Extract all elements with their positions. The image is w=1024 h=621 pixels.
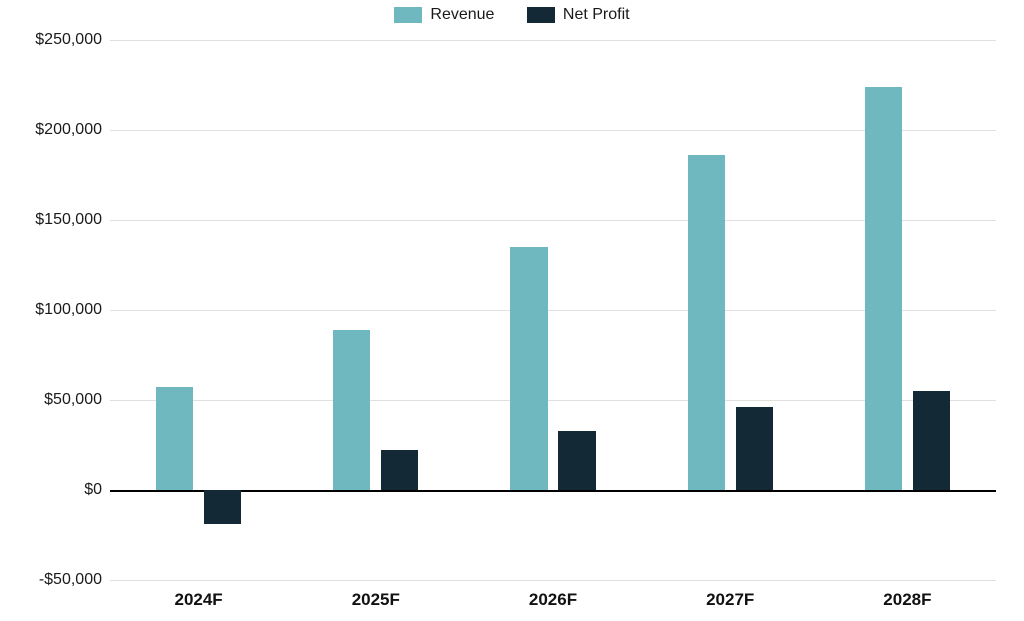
- revenue-net-profit-chart: Revenue Net Profit -$50,000 $0 $50,000 $100…: [0, 0, 1024, 621]
- x-tick-label: 2026F: [529, 590, 577, 610]
- bar-net-profit: [736, 407, 773, 490]
- y-tick-label: $200,000: [35, 121, 102, 139]
- legend-item-net-profit: Net Profit: [527, 6, 630, 24]
- bar-net-profit: [204, 490, 241, 524]
- zero-line: [110, 490, 996, 492]
- x-tick-label: 2027F: [706, 590, 754, 610]
- bar-revenue: [688, 155, 725, 490]
- x-tick-label: 2025F: [352, 590, 400, 610]
- bar-net-profit: [913, 391, 950, 490]
- legend-label-net-profit: Net Profit: [563, 6, 630, 24]
- bar-revenue: [156, 387, 193, 490]
- bar-revenue: [865, 87, 902, 490]
- plot-area: [110, 40, 996, 580]
- bar-revenue: [333, 330, 370, 490]
- y-tick-label: $0: [84, 481, 102, 499]
- bar-net-profit: [381, 450, 418, 490]
- legend-label-revenue: Revenue: [430, 6, 494, 24]
- bar-net-profit: [558, 431, 595, 490]
- gridline: [110, 310, 996, 311]
- x-tick-label: 2028F: [883, 590, 931, 610]
- gridline: [110, 400, 996, 401]
- y-tick-label: $150,000: [35, 211, 102, 229]
- gridline: [110, 580, 996, 581]
- y-tick-label: $250,000: [35, 31, 102, 49]
- y-tick-label: -$50,000: [39, 571, 102, 589]
- gridline: [110, 130, 996, 131]
- y-tick-label: $100,000: [35, 301, 102, 319]
- gridline: [110, 40, 996, 41]
- legend-item-revenue: Revenue: [394, 6, 494, 24]
- legend-swatch-revenue: [394, 7, 422, 23]
- y-tick-label: $50,000: [44, 391, 102, 409]
- gridline: [110, 220, 996, 221]
- legend-swatch-net-profit: [527, 7, 555, 23]
- chart-legend: Revenue Net Profit: [0, 6, 1024, 28]
- bar-revenue: [510, 247, 547, 490]
- x-tick-label: 2024F: [174, 590, 222, 610]
